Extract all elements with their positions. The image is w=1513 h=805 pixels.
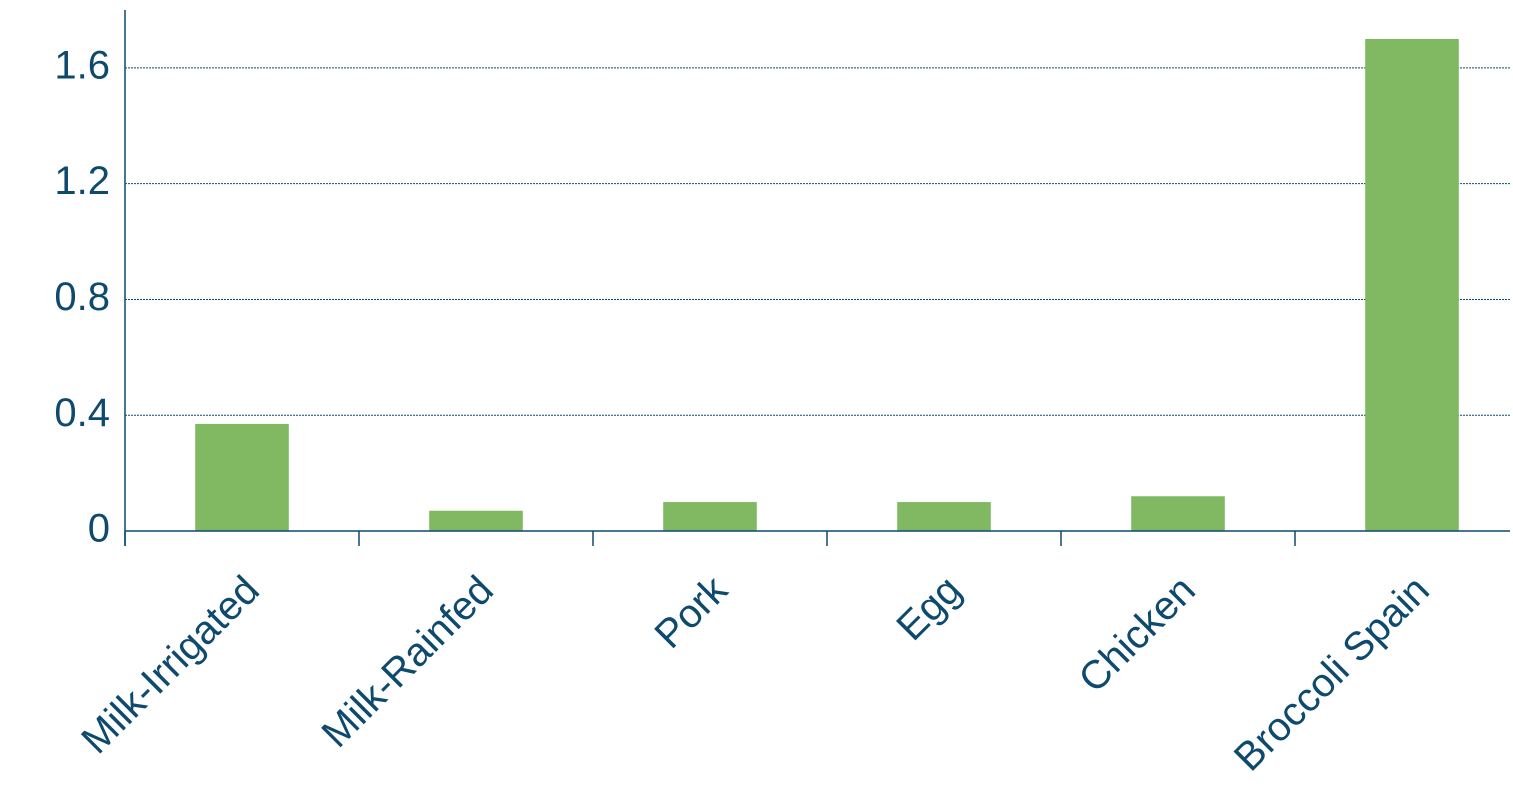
bar (663, 502, 757, 531)
bar (429, 510, 523, 531)
x-tick-label: Egg (888, 568, 969, 649)
bar (897, 502, 991, 531)
y-tick-label: 0.8 (54, 275, 110, 319)
y-tick-label: 0 (88, 507, 110, 551)
x-tick-label: Milk-Rainfed (314, 568, 502, 756)
bar (1131, 496, 1225, 531)
y-tick-label: 1.2 (54, 159, 110, 203)
x-tick-label: Chicken (1071, 568, 1204, 701)
y-tick-label: 1.6 (54, 43, 110, 87)
x-tick-label: Pork (647, 567, 737, 657)
x-tick-label: Milk-Irrigated (73, 568, 268, 763)
y-tick-label: 0.4 (54, 391, 110, 435)
bar (1365, 38, 1459, 531)
bar (195, 423, 289, 531)
x-tick-label: Broccoli Spain (1226, 568, 1438, 780)
